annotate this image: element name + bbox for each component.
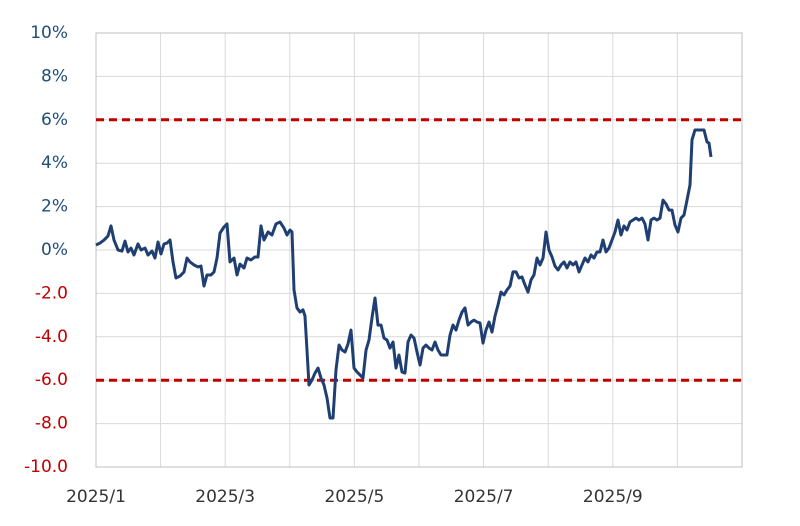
- y-tick-label: -6.0: [35, 370, 68, 390]
- y-tick-label: -8.0: [35, 414, 68, 434]
- x-tick-label: 2025/9: [583, 487, 643, 507]
- y-tick-label: 4%: [41, 153, 68, 173]
- y-tick-label: 6%: [41, 110, 68, 130]
- data-line: [95, 128, 713, 420]
- plot-border: [95, 32, 743, 468]
- y-tick-label: -4.0: [35, 327, 68, 347]
- y-tick-label: -10.0: [24, 457, 68, 477]
- y-tick-label: 2%: [41, 197, 68, 217]
- x-tick-label: 2025/7: [454, 487, 514, 507]
- y-tick-label: 10%: [30, 23, 68, 43]
- y-tick-label: -2.0: [35, 283, 68, 303]
- x-tick-label: 2025/1: [66, 487, 126, 507]
- y-tick-label: 8%: [41, 66, 68, 86]
- y-tick-label: 0%: [41, 240, 68, 260]
- x-tick-label: 2025/3: [195, 487, 255, 507]
- x-tick-label: 2025/5: [324, 487, 384, 507]
